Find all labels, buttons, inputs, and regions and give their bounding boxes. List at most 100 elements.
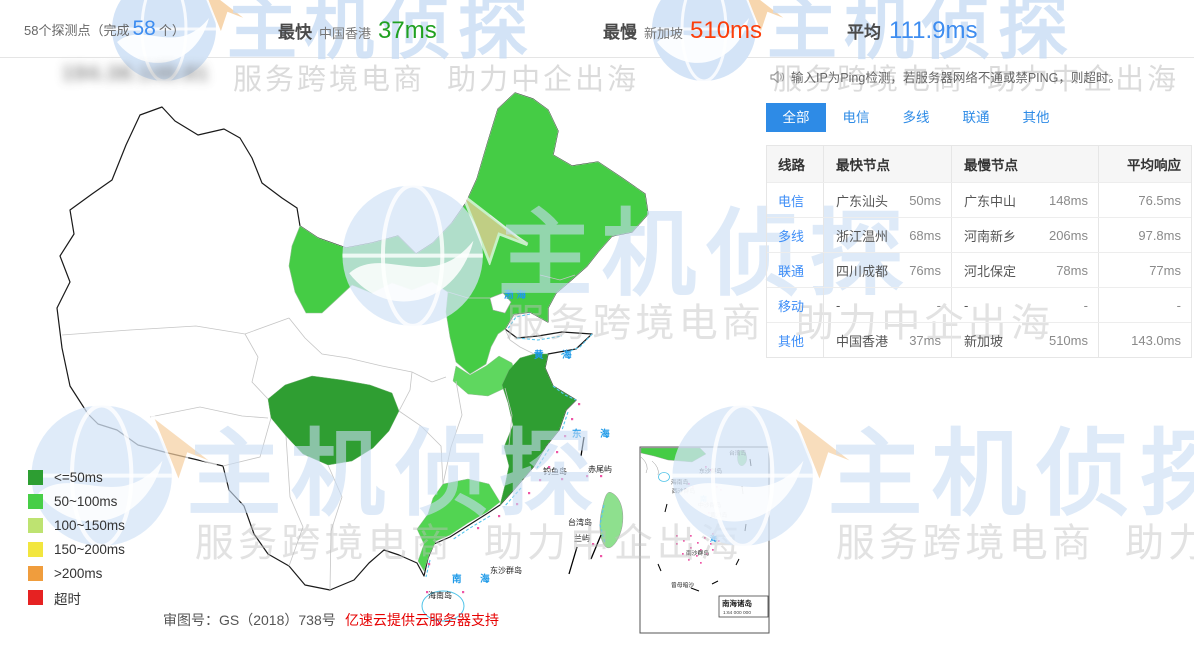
header-line: 线路 xyxy=(778,158,805,173)
stat-fastest-node: 中国香港 xyxy=(319,26,372,41)
stat-fastest-value: 37ms xyxy=(378,17,437,44)
sea-label-bohai: 渤海 xyxy=(504,289,529,301)
stat-fastest-label: 最快 xyxy=(278,23,312,42)
probe-paren-close: 个） xyxy=(158,23,185,38)
table-row-telecom: 电信 广东汕头 50ms 广东中山 148ms 76.5ms xyxy=(767,182,1191,217)
tab-other[interactable]: 其他 xyxy=(1022,110,1050,125)
inset-label-hainandao: 海南岛 xyxy=(671,478,689,486)
slowest-node: 河南新乡 xyxy=(964,228,1017,244)
tab-telecom[interactable]: 电信 xyxy=(842,110,870,125)
table-header-row: 线路 最快节点 最慢节点 平均响应 xyxy=(767,146,1191,182)
stat-slowest-node: 新加坡 xyxy=(644,26,684,41)
probe-count-text: 58个探测点 xyxy=(24,23,91,38)
maritime-dashes xyxy=(568,436,602,575)
inset-sea-nan: 南 xyxy=(700,494,707,503)
label-taiwandao: 台湾岛 xyxy=(568,517,592,527)
inset-label-zengmuansha: 曾母暗沙 xyxy=(671,581,694,589)
slowest-node: - xyxy=(964,297,969,313)
slowest-ms: - xyxy=(1083,297,1088,313)
inset-label-taiwandao: 台湾岛 xyxy=(729,449,747,457)
province-beijing xyxy=(489,292,512,314)
fastest-node: 中国香港 xyxy=(836,333,889,349)
legend-item: 超时 xyxy=(28,590,125,607)
province-hainan xyxy=(421,590,465,622)
inset-label-zhongshaqundao: 中沙群岛 xyxy=(698,501,721,509)
inset-label-dongshaqundao: 东沙群岛 xyxy=(699,467,722,475)
avg-ms: 76.5ms xyxy=(1098,183,1191,217)
avg-ms: 143.0ms xyxy=(1098,323,1191,357)
map-license: 审图号：GS（2018）738号 xyxy=(163,612,336,628)
label-lanyu: 兰屿 xyxy=(574,533,590,543)
avg-ms: 77ms xyxy=(1098,253,1191,287)
stat-slowest-value: 510ms xyxy=(690,17,763,44)
fastest-ms: 76ms xyxy=(909,262,941,278)
line-link[interactable]: 联通 xyxy=(778,263,805,279)
legend-item: 50~100ms xyxy=(28,494,125,509)
topbar-divider xyxy=(0,57,1194,58)
tab-multiline[interactable]: 多线 xyxy=(902,110,930,125)
line-link[interactable]: 多线 xyxy=(778,228,805,244)
sea-label-nanhai: 南 海 xyxy=(452,573,498,585)
legend-item: <=50ms xyxy=(28,470,125,485)
fastest-node: 广东汕头 xyxy=(836,193,889,209)
legend-swatch xyxy=(28,590,43,605)
province-borders xyxy=(61,214,576,591)
slowest-ms: 510ms xyxy=(1048,332,1088,348)
sponsor-link[interactable]: 亿速云提供云服务器支持 xyxy=(345,612,499,628)
sea-label-huanghai: 黄 海 xyxy=(534,349,580,361)
fastest-node: - xyxy=(836,297,841,313)
avg-ms: 97.8ms xyxy=(1098,218,1191,252)
fastest-node: 浙江温州 xyxy=(836,228,889,244)
inset-label-nanshaqundao: 南沙群岛 xyxy=(686,549,709,557)
line-link[interactable]: 电信 xyxy=(778,193,805,209)
inset-label-xishaqundao: 西沙群岛 xyxy=(672,487,695,495)
province-east-coast xyxy=(499,353,577,506)
brand-cursor-icon xyxy=(206,0,250,36)
avg-ms: - xyxy=(1098,288,1191,322)
legend-swatch xyxy=(28,470,43,485)
probe-paren-open: （完成 xyxy=(90,23,130,38)
ping-notice: 输入IP为Ping检测，若服务器网络不通或禁PING，则超时。 xyxy=(770,67,1121,86)
probe-count: 58个探测点 （完成 58 个） xyxy=(24,17,185,41)
legend-item: 150~200ms xyxy=(28,542,125,557)
fastest-node: 四川成都 xyxy=(836,263,889,279)
label-chiweiyu: 赤尾屿 xyxy=(588,465,612,474)
stat-average-value: 111.9ms xyxy=(889,17,978,44)
header-slowest-node: 最慢节点 xyxy=(964,158,1018,173)
legend-swatch xyxy=(28,518,43,533)
brand-watermark-text: 主机侦探 xyxy=(827,421,1194,527)
line-link[interactable]: 其他 xyxy=(778,333,805,349)
coastline-accents xyxy=(425,313,606,578)
legend-label: >200ms xyxy=(54,566,103,581)
stat-slowest: 最慢 新加坡 510ms xyxy=(603,17,762,45)
line-link[interactable]: 移动 xyxy=(778,298,805,314)
slowest-ms: 206ms xyxy=(1048,227,1088,243)
island-labels: 钓鱼岛 赤尾屿 台湾岛 兰屿 东沙群岛 海南岛 xyxy=(428,465,612,600)
slowest-node: 新加坡 xyxy=(964,333,1004,349)
stat-fastest: 最快 中国香港 37ms xyxy=(278,17,437,45)
line-tabs: 全部 电信 多线 联通 其他 xyxy=(766,103,1066,132)
tab-unicom[interactable]: 联通 xyxy=(962,110,990,125)
legend-label: <=50ms xyxy=(54,470,103,485)
tab-all[interactable]: 全部 xyxy=(766,103,826,132)
label-dongshaqundao: 东沙群岛 xyxy=(490,565,522,575)
legend-item: >200ms xyxy=(28,566,125,581)
inset-sea-hai: 海 xyxy=(710,534,717,543)
fastest-ms: 37ms xyxy=(909,332,941,348)
province-guangdong xyxy=(416,478,501,572)
latency-legend: <=50ms 50~100ms 100~150ms 150~200ms >200… xyxy=(28,470,125,614)
slowest-node: 河北保定 xyxy=(964,263,1017,279)
inset-scale: 1:64 000 000 xyxy=(723,610,751,616)
brand-cursor-icon xyxy=(790,412,859,486)
probe-done-count: 58 xyxy=(132,17,156,40)
stat-average: 平均 111.9ms xyxy=(847,17,978,45)
speaker-icon xyxy=(770,70,785,83)
slowest-ms: 78ms xyxy=(1056,262,1088,278)
stat-average-label: 平均 xyxy=(847,23,881,42)
island-dots xyxy=(426,403,603,626)
legend-label: 超时 xyxy=(54,591,81,607)
legend-item: 100~150ms xyxy=(28,518,125,533)
legend-swatch xyxy=(28,542,43,557)
province-sichuan xyxy=(267,375,400,466)
